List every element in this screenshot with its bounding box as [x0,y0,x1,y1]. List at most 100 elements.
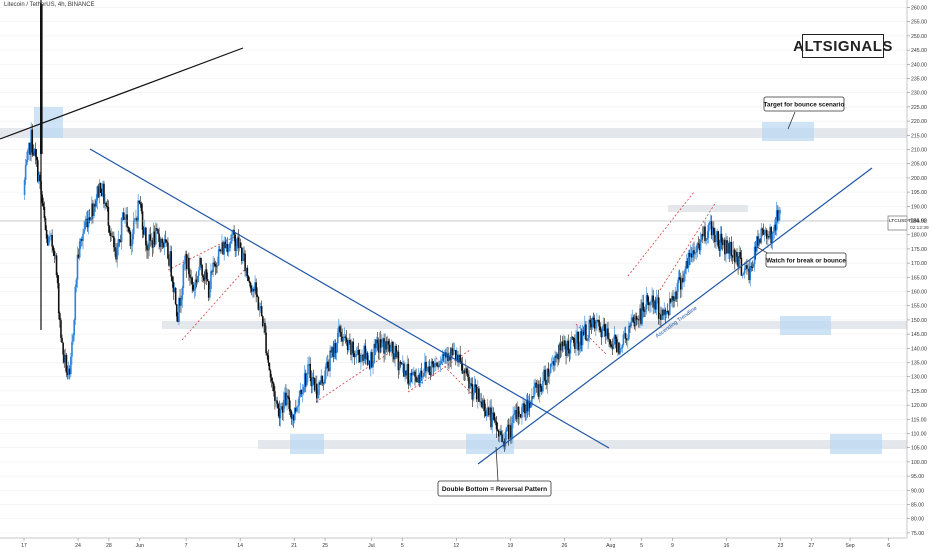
candle-body [478,388,480,402]
candle-body [123,212,125,220]
double-bottom-callout-box[interactable] [437,480,552,497]
candle-body [427,366,429,369]
candle-body [243,253,245,255]
candle-body [334,343,337,354]
candle-body [279,409,282,419]
candle-body [76,254,79,280]
candle-body [286,395,288,406]
candle-body [764,230,767,233]
candle-body [771,233,774,244]
candle-body [649,304,651,306]
candle-body [388,344,391,352]
candle-body [330,350,332,353]
candle-body [467,373,469,377]
candle-body [477,388,479,400]
candle-body [768,236,770,238]
candle-body [175,304,178,317]
descending-trendline[interactable] [89,148,610,449]
candle-body [441,354,444,361]
candle-body [83,229,85,234]
y-tick-label: 200.00 [911,176,927,182]
x-tick-label: 17 [21,543,27,549]
candle-body [42,203,45,207]
watch-callout-box[interactable] [765,252,847,268]
candle-body [683,273,685,282]
y-tick-label: 135.00 [911,361,927,367]
candle-body [99,183,102,193]
candle-body [687,252,690,268]
candle-body [363,345,366,361]
candle-body [141,211,144,230]
candle-body [86,218,89,228]
candle-body [652,295,654,308]
candle-body [434,363,436,368]
candle-body [179,298,181,306]
candle-body [290,411,293,419]
candle-body [359,354,361,362]
candle-body [592,317,595,320]
candle-body [574,342,576,349]
candle-body [690,253,693,258]
x-tick-label: 23 [778,543,784,549]
grid [0,7,907,534]
candle-body [211,271,213,273]
candle-body [422,373,425,377]
candle-body [108,225,111,233]
candle-body [297,405,299,407]
candle-body [322,382,325,384]
candle-body [524,412,527,414]
candle-body [549,363,552,373]
candle-body [550,363,553,365]
candle-body [292,414,295,421]
candle-body [130,244,133,247]
candle-body [488,407,490,416]
candle-body [742,273,745,275]
candle-body [118,239,121,241]
target-callout-box[interactable] [763,96,845,112]
candle-body [539,383,542,388]
candle-body [425,361,427,371]
candle-body [183,263,186,265]
candle-body [462,370,465,374]
candle-body [708,222,711,225]
candle-body [612,344,615,350]
candle-body [492,412,495,414]
candle-body [495,421,498,430]
support-zone-107 [258,440,907,449]
candle-body [473,384,476,393]
candle-body [150,240,153,242]
candle-body [204,269,207,281]
candle-body [491,412,493,428]
candle-body [773,224,776,232]
candle-body [167,242,169,259]
black-trendline[interactable] [0,47,244,140]
channel-line [181,267,247,341]
candle-body [311,377,314,387]
candle-body [603,324,606,332]
ascending-trendline[interactable] [477,167,873,465]
candle-body [232,230,234,235]
candle-body [684,268,686,274]
candle-body [323,379,326,384]
candle-body [62,342,64,355]
candle-body [159,241,162,248]
candle-body [453,350,456,351]
candle-body [149,234,152,241]
candle-body [438,365,441,368]
candle-body [432,363,435,368]
candle-body [507,424,510,440]
candle-body [160,239,163,248]
candle-body [593,319,596,329]
candle-body [313,378,316,391]
candle-body [106,205,109,207]
candle-body [256,294,259,297]
y-tick-label: 110.00 [911,432,927,438]
candle-body [282,399,285,413]
resistance-zone-190 [668,205,748,212]
candle-body [377,343,380,353]
candle-body [288,397,291,410]
candle-body [314,383,317,391]
candle-body [727,243,729,254]
candle-body [333,343,336,357]
